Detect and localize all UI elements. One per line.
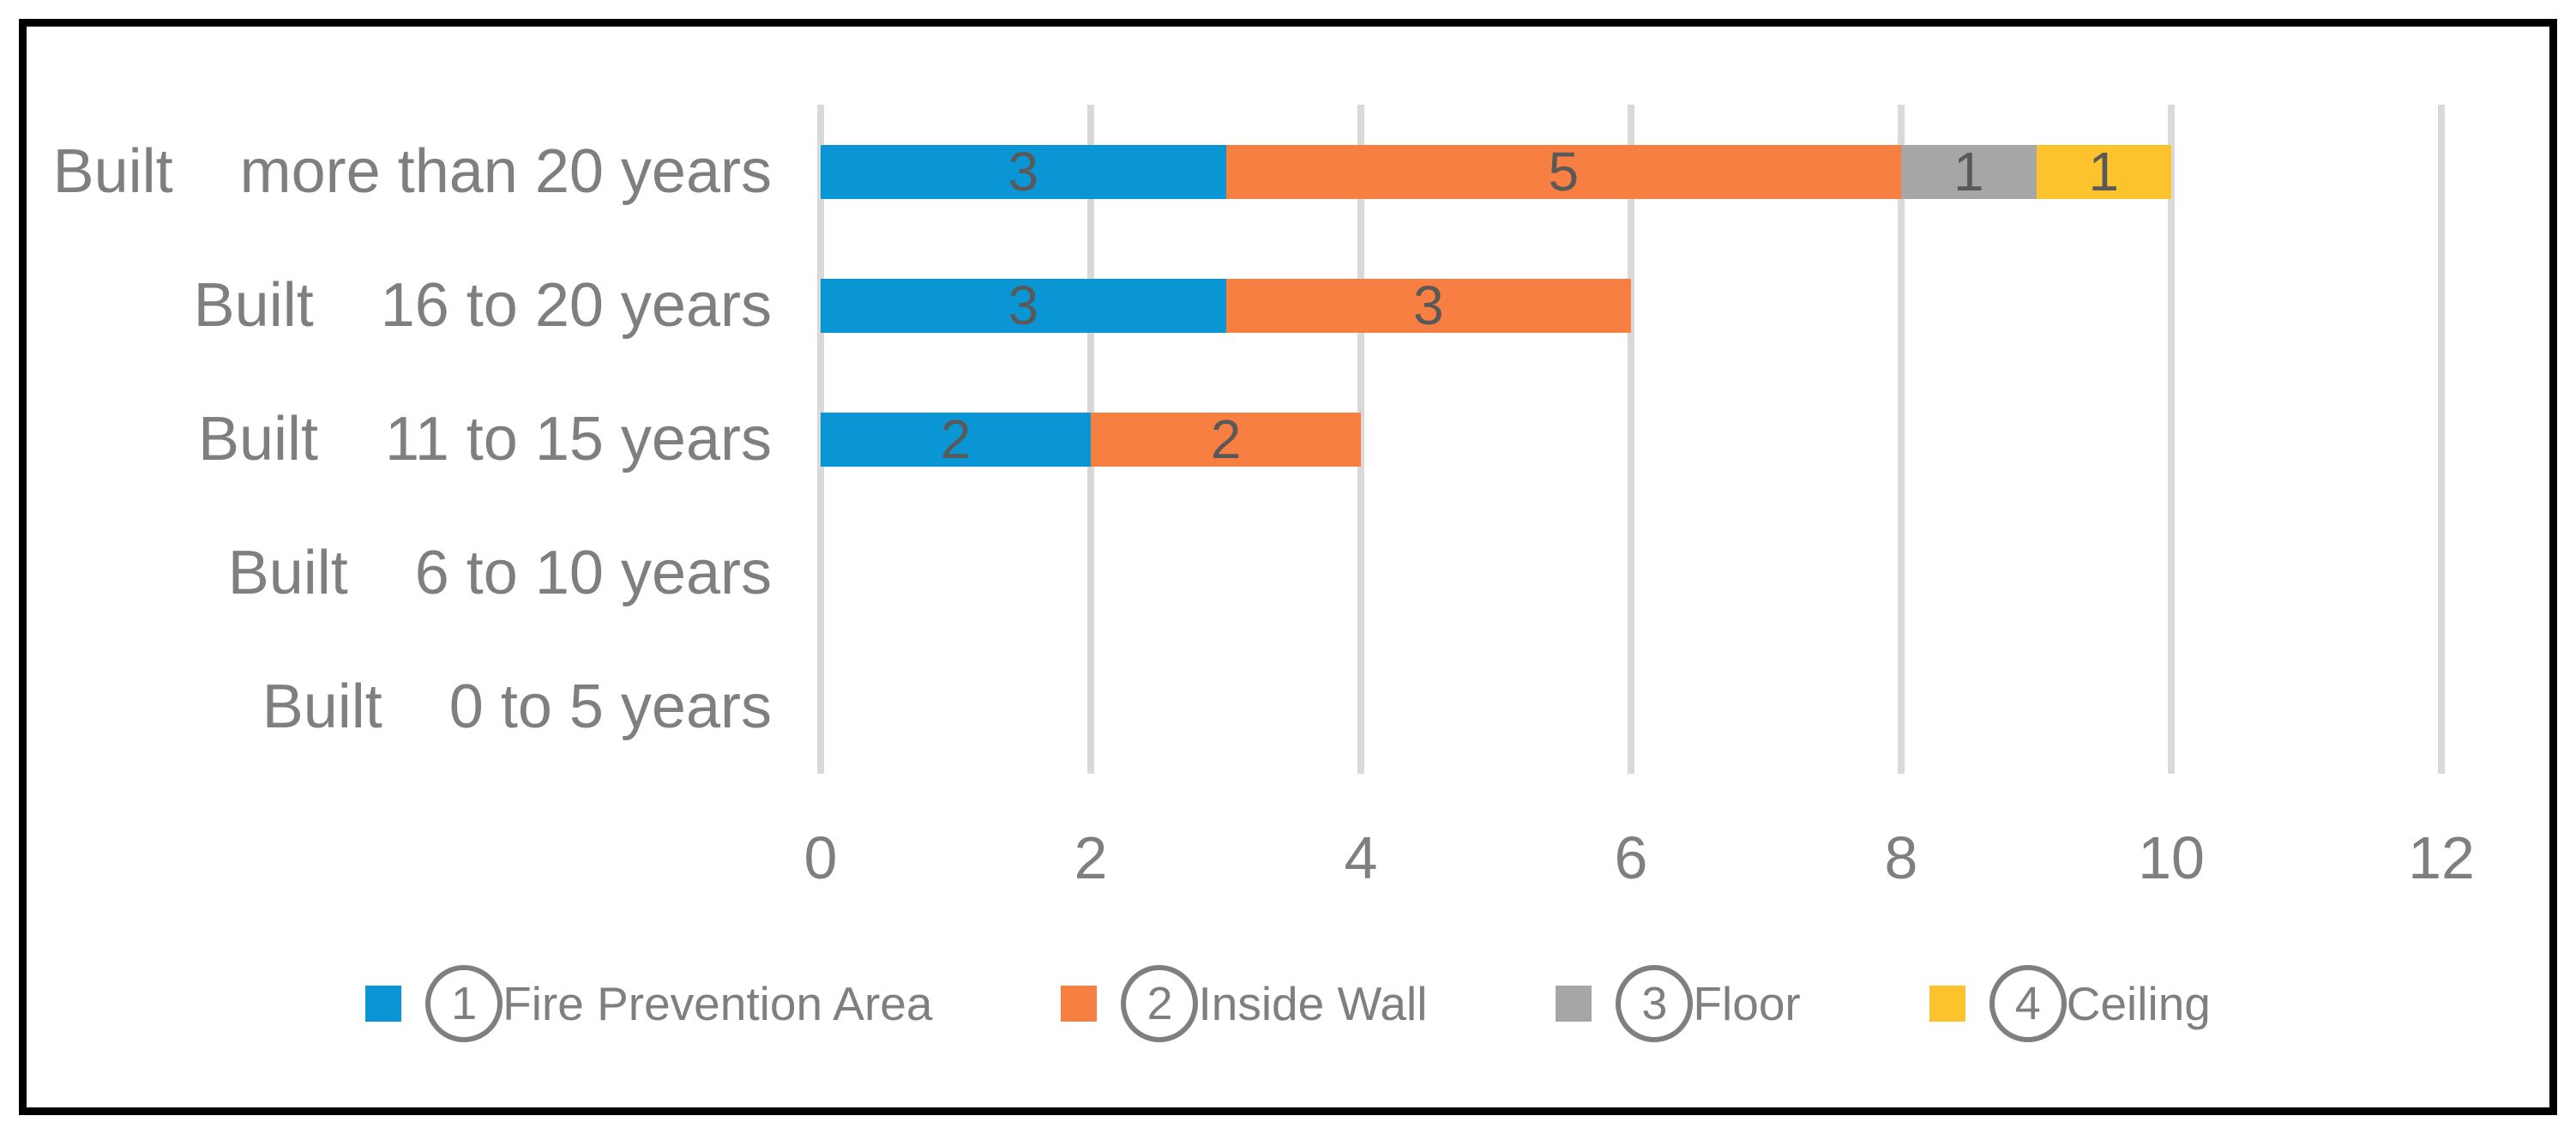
- category-range: 0 to 5 years: [448, 673, 772, 741]
- circled-number-icon: 3: [1616, 965, 1694, 1042]
- x-tick-label: 12: [2408, 824, 2475, 891]
- circled-number-icon: 4: [1989, 965, 2067, 1042]
- category-prefix: Built: [193, 271, 314, 340]
- category-label: Built more than 20 years: [27, 129, 772, 214]
- gridline-x-12: [2438, 105, 2445, 774]
- category-prefix: Built: [197, 405, 319, 474]
- category-range: more than 20 years: [239, 137, 772, 206]
- category-label: Built 6 to 10 years: [27, 530, 772, 616]
- bar-segment-fire-prevention-area: 3: [821, 141, 1226, 202]
- gridline-x-8: [1898, 105, 1905, 774]
- legend: 1 Fire Prevention Area 2 Inside Wall 3 Floor 4…: [27, 961, 2549, 1047]
- x-tick-label: 0: [803, 824, 838, 891]
- legend-label: Ceiling: [2066, 977, 2211, 1030]
- data-label: 3: [1008, 274, 1039, 336]
- data-label: 2: [1210, 408, 1242, 470]
- category-prefix: Built: [52, 137, 173, 206]
- gridline-x-6: [1628, 105, 1634, 774]
- data-label: 2: [940, 408, 972, 470]
- x-tick-label: 2: [1074, 824, 1108, 891]
- category-label: Built 0 to 5 years: [27, 664, 772, 750]
- data-label: 5: [1548, 141, 1580, 202]
- bar-segment-fire-prevention-area: 3: [821, 274, 1226, 336]
- circled-number-icon: 1: [425, 965, 503, 1042]
- data-label: 1: [2088, 141, 2120, 202]
- bar-segment-inside-wall: 2: [1091, 408, 1361, 470]
- bar-segment-fire-prevention-area: 2: [821, 408, 1091, 470]
- legend-label: Floor: [1693, 977, 1801, 1030]
- category-range: 11 to 15 years: [385, 405, 772, 474]
- x-tick-label: 8: [1884, 824, 1918, 891]
- legend-item-floor: 3 Floor: [1556, 965, 1801, 1042]
- bar-segment-inside-wall: 3: [1225, 274, 1631, 336]
- legend-label: Inside Wall: [1198, 977, 1428, 1030]
- data-label: 3: [1008, 141, 1039, 202]
- legend-item-inside-wall: 2 Inside Wall: [1061, 965, 1427, 1042]
- legend-swatch-icon: [1061, 986, 1098, 1022]
- bar-segment-floor: 1: [1901, 141, 2037, 202]
- data-label: 3: [1412, 274, 1444, 336]
- gridline-x-10: [2168, 105, 2175, 774]
- category-range: 16 to 20 years: [380, 271, 772, 340]
- chart-frame: Built more than 20 years Built 16 to 20 yea…: [19, 19, 2557, 1115]
- x-tick-label: 6: [1614, 824, 1648, 891]
- category-label: Built 11 to 15 years: [27, 396, 772, 482]
- bar-row: 3 5 1 1: [821, 141, 2171, 202]
- category-range: 6 to 10 years: [414, 539, 772, 607]
- bar-segment-inside-wall: 5: [1225, 141, 1901, 202]
- circled-number-icon: 2: [1121, 965, 1199, 1042]
- legend-item-fire-prevention-area: 1 Fire Prevention Area: [365, 965, 932, 1042]
- gridline-x-4: [1357, 105, 1364, 774]
- category-prefix: Built: [227, 539, 348, 607]
- x-tick-label: 10: [2138, 824, 2205, 891]
- legend-label: Fire Prevention Area: [503, 977, 933, 1030]
- category-label: Built 16 to 20 years: [27, 262, 772, 348]
- category-prefix: Built: [262, 673, 382, 741]
- data-label: 1: [1953, 141, 1984, 202]
- bar-segment-ceiling: 1: [2036, 141, 2171, 202]
- legend-swatch-icon: [1556, 986, 1592, 1022]
- x-tick-label: 4: [1344, 824, 1378, 891]
- legend-swatch-icon: [1929, 986, 1965, 1022]
- legend-swatch-icon: [365, 986, 402, 1022]
- legend-item-ceiling: 4 Ceiling: [1929, 965, 2211, 1042]
